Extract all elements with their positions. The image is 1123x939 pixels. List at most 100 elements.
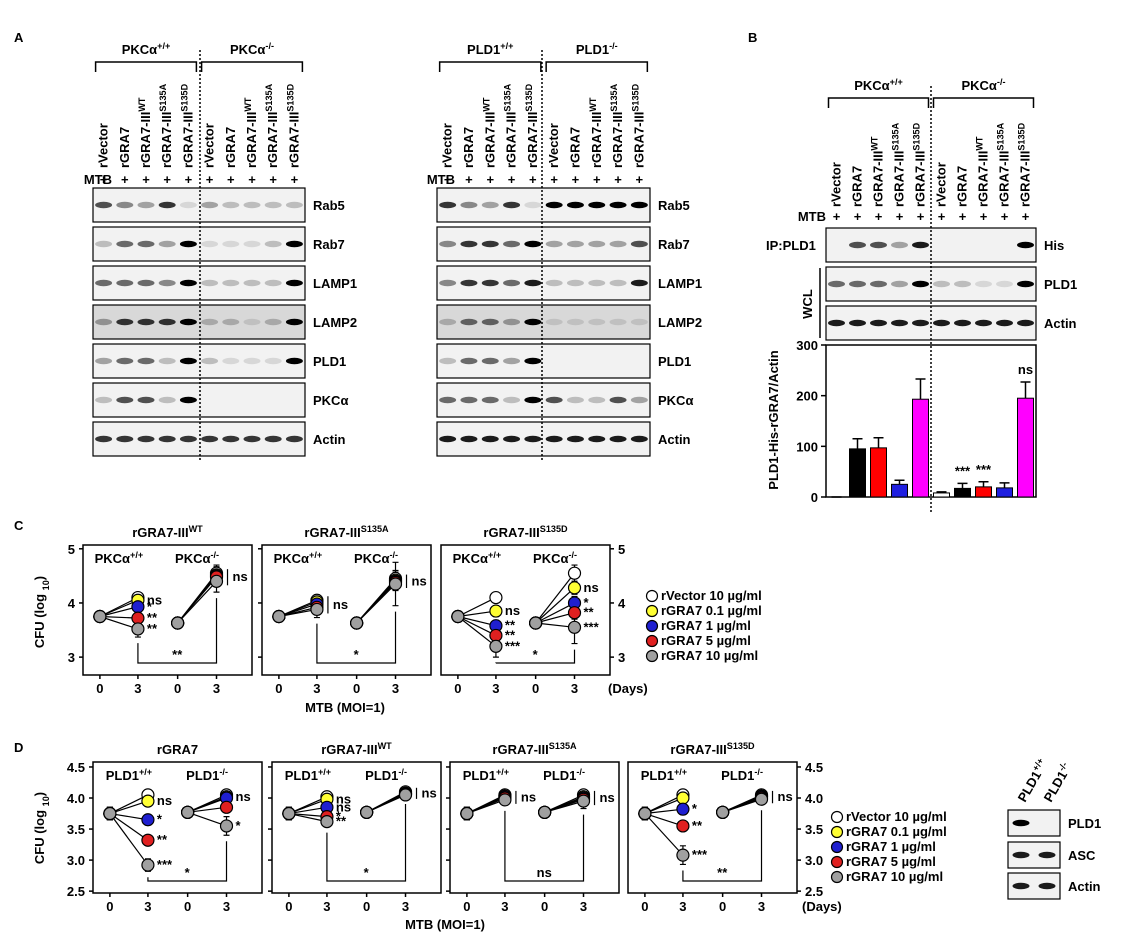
group-bracket — [932, 97, 1035, 108]
chart-title-base: rGRA7-III — [132, 525, 188, 540]
band — [439, 396, 457, 404]
y-tick-label: 3.0 — [805, 853, 823, 868]
chart-title-sup: WT — [378, 741, 393, 751]
band — [1017, 280, 1034, 288]
legend-label: rVector 10 µg/ml — [846, 809, 947, 824]
significance: * — [354, 647, 360, 662]
mtb-sign: + — [959, 209, 967, 224]
mtb-label: MTB — [427, 172, 455, 187]
bar — [975, 486, 992, 498]
group-label-base: PKCα — [854, 78, 889, 93]
point — [498, 793, 512, 807]
band — [439, 435, 457, 443]
legend-swatch — [645, 619, 659, 633]
lane-label-sup: S135D — [630, 83, 640, 111]
significance: *** — [157, 857, 173, 872]
y-tick-label: 5 — [68, 542, 75, 557]
band — [222, 435, 240, 443]
lane-label-base: rGRA7-III — [159, 112, 174, 168]
lane-label: rGRA7-IIIS135D — [1017, 122, 1033, 207]
series-line — [99, 599, 139, 618]
series-line — [644, 797, 684, 815]
lane-label: rGRA7-IIIS135D — [285, 83, 301, 168]
band — [137, 396, 155, 404]
mtb-sign: + — [206, 172, 214, 187]
y-tick-label: 4.5 — [67, 760, 85, 775]
band — [1017, 319, 1034, 327]
point — [131, 611, 145, 625]
band — [1012, 882, 1030, 890]
x-tick-label: 3 — [492, 681, 499, 696]
band — [95, 201, 113, 209]
legend-label: rGRA7 5 µg/ml — [846, 854, 936, 869]
mtb-sign: + — [917, 209, 925, 224]
point — [103, 806, 117, 821]
lane-label: rGRA7-IIIS135D — [524, 83, 540, 168]
series-line — [177, 580, 217, 624]
lane-label: rVector — [202, 123, 217, 168]
band — [264, 279, 282, 287]
lane-label: rVector — [829, 162, 844, 207]
chart-title-base: rGRA7-III — [670, 742, 726, 757]
band-label: Actin — [313, 432, 346, 447]
lane-label-base: rGRA7-III — [1018, 151, 1033, 207]
band — [524, 318, 542, 326]
point — [350, 616, 364, 630]
point — [529, 616, 543, 630]
band — [503, 318, 521, 326]
lane-label-sup: WT — [975, 136, 985, 151]
band — [264, 240, 282, 248]
lane-label: rGRA7 — [567, 127, 582, 168]
band — [439, 240, 457, 248]
y-tick-label: 4.0 — [67, 791, 85, 806]
band — [222, 201, 240, 209]
band — [503, 201, 521, 209]
lane-label-base: rGRA7-III — [871, 151, 886, 207]
y-axis-label-base: CFU (log — [32, 806, 47, 864]
band — [1017, 241, 1034, 249]
band-label: Actin — [1068, 879, 1101, 894]
legend-swatch — [645, 634, 659, 648]
band — [243, 201, 261, 209]
mtb-sign: + — [269, 172, 277, 187]
band — [116, 357, 134, 365]
band — [891, 319, 908, 327]
y-axis-label-sub: 10 — [41, 580, 51, 590]
band — [460, 318, 478, 326]
band — [524, 435, 542, 443]
chart-title: rGRA7 — [157, 742, 198, 757]
band — [481, 201, 499, 209]
point — [181, 805, 195, 819]
x-axis-label: MTB (MOI=1) — [305, 700, 385, 715]
band — [460, 279, 478, 287]
band — [179, 396, 197, 404]
x-tick-label: 3 — [213, 681, 220, 696]
y-axis-label-end: ) — [32, 792, 47, 796]
point — [398, 788, 413, 802]
band — [137, 318, 155, 326]
group-bracket — [438, 61, 542, 72]
band — [503, 279, 521, 287]
mtb-sign: + — [529, 172, 537, 187]
lane-label: rGRA7 — [223, 127, 238, 168]
band — [95, 357, 113, 365]
band — [201, 279, 219, 287]
point — [489, 604, 503, 618]
bar — [954, 487, 971, 498]
group-label-sup: +/+ — [139, 767, 152, 777]
y-axis-label-sub: 10 — [41, 796, 51, 806]
band-label: Rab5 — [658, 198, 690, 213]
mtb-sign: + — [508, 172, 516, 187]
band — [630, 318, 648, 326]
significance: ** — [157, 832, 168, 847]
band — [545, 240, 563, 248]
group-label: PKCα-/- — [230, 41, 274, 57]
band — [264, 201, 282, 209]
significance: ns — [521, 789, 536, 804]
group-label: PKCα-/- — [961, 77, 1005, 93]
significance: ** — [717, 865, 728, 880]
plot-frame — [627, 761, 798, 894]
series-line — [535, 587, 575, 624]
y-tick-label: 3 — [68, 650, 75, 665]
lane-label-sup: S135D — [524, 83, 534, 111]
